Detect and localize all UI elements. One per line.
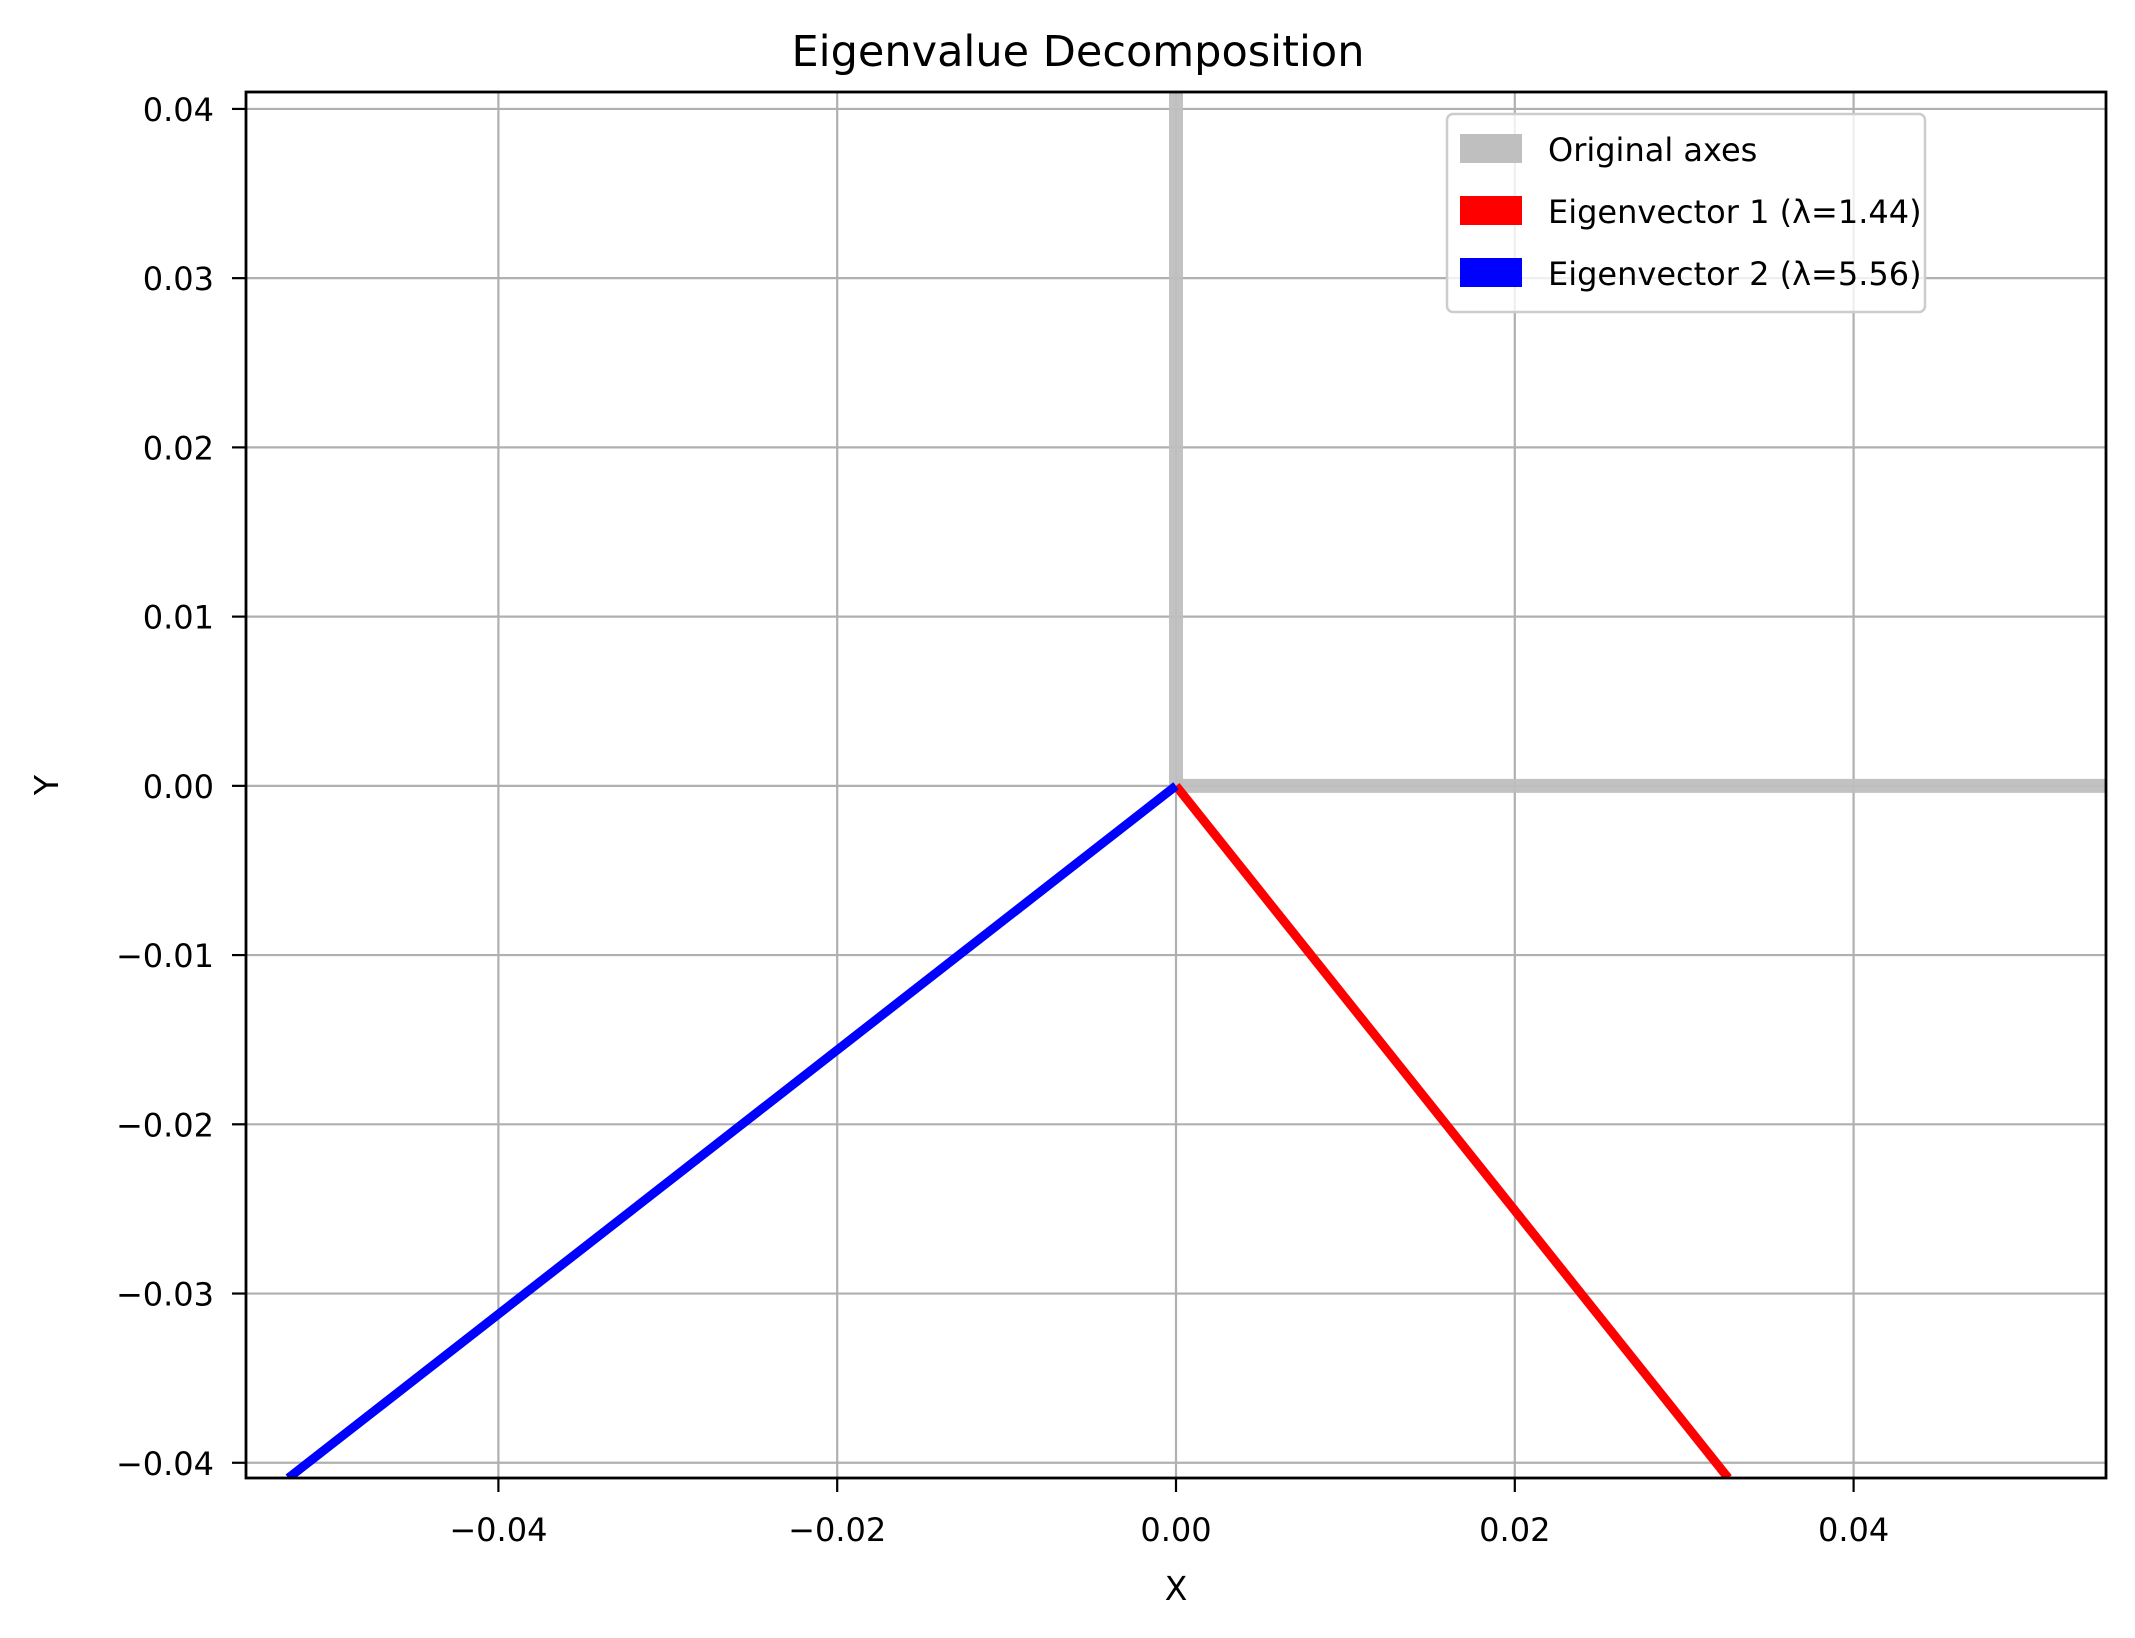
x-tick-label: 0.00: [1140, 1511, 1211, 1549]
y-tick-label: −0.03: [116, 1276, 214, 1314]
y-tick-label: 0.02: [143, 429, 214, 467]
legend-label: Original axes: [1548, 131, 1757, 169]
legend: Original axes Eigenvector 1 (λ=1.44) Eigen…: [1445, 112, 1927, 314]
y-tick-label: 0.01: [143, 599, 214, 637]
legend-swatch: [1460, 134, 1522, 163]
data-series: [285, 92, 2106, 1478]
y-tick-label: −0.04: [116, 1445, 214, 1483]
y-axis-ticks: 0.04 0.03 0.02 0.01 0.00 −0.01 −0.02 −0.03 −0.04: [116, 91, 246, 1483]
y-tick-label: 0.03: [143, 260, 214, 298]
plot-area: [244, 90, 2108, 1480]
legend-label: Eigenvector 2 (λ=5.56): [1548, 255, 1922, 293]
x-axis-label: X: [1165, 1569, 1188, 1608]
series-2: [285, 782, 1179, 1478]
legend-box: [1445, 112, 1927, 314]
x-axis-ticks: −0.04 −0.02 0.00 0.02 0.04: [449, 1478, 1889, 1549]
series-1: [1172, 783, 1732, 1478]
legend-swatch: [1460, 196, 1522, 225]
legend-label: Eigenvector 1 (λ=1.44): [1548, 193, 1922, 231]
legend-item: Eigenvector 2 (λ=5.56): [1460, 255, 1922, 293]
y-axis-label: Y: [27, 774, 66, 796]
chart-title: Eigenvalue Decomposition: [792, 27, 1365, 77]
x-tick-label: 0.04: [1818, 1511, 1889, 1549]
legend-item: Eigenvector 1 (λ=1.44): [1460, 193, 1922, 231]
x-tick-label: 0.02: [1479, 1511, 1550, 1549]
series-0: [1169, 92, 2106, 793]
x-tick-label: −0.04: [449, 1511, 547, 1549]
y-tick-label: 0.00: [143, 768, 214, 806]
legend-item: Original axes: [1460, 131, 1757, 169]
y-tick-label: −0.01: [116, 937, 214, 975]
series-line: [1172, 783, 1732, 1478]
legend-swatch: [1460, 258, 1522, 287]
y-tick-label: −0.02: [116, 1106, 214, 1144]
series-line: [285, 782, 1179, 1478]
y-tick-label: 0.04: [143, 91, 214, 129]
x-tick-label: −0.02: [788, 1511, 886, 1549]
